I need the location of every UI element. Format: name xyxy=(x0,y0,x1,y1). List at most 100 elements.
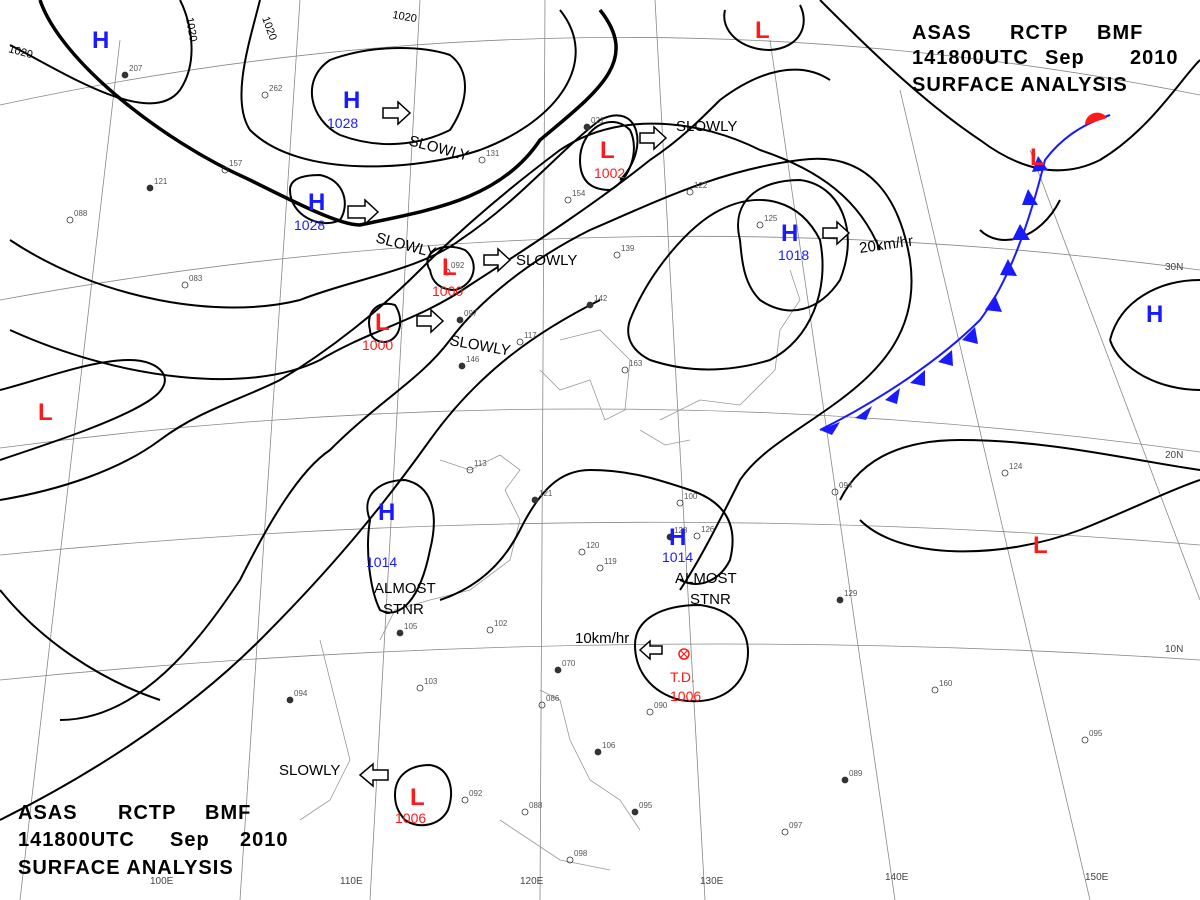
movement-label: SLOWLY xyxy=(676,118,737,135)
movement-label: ALMOST xyxy=(374,580,436,597)
isobar-label: 1020 xyxy=(259,15,279,42)
station-circle-icon xyxy=(566,856,574,864)
station-pressure: 105 xyxy=(404,622,418,631)
header-month: Sep xyxy=(1045,47,1085,69)
station-pressure: 146 xyxy=(466,355,480,364)
header-agency: ASAS xyxy=(912,22,972,44)
low-pressure-center: L xyxy=(410,784,425,811)
low-pressure-center: L xyxy=(38,399,53,426)
station-circle-icon xyxy=(521,808,529,816)
station-circle-icon xyxy=(1001,469,1009,477)
station-circle-icon xyxy=(583,123,591,131)
low-pressure-center: L xyxy=(1030,144,1045,171)
arrow-icon xyxy=(822,220,851,246)
station-circle-icon xyxy=(676,499,684,507)
station-circle-icon xyxy=(456,316,464,324)
pressure-value: 1018 xyxy=(778,247,809,263)
header-title: SURFACE ANALYSIS xyxy=(912,74,1128,96)
station-circle-icon xyxy=(756,221,764,229)
header-code: BMF xyxy=(1097,22,1143,44)
footer-title: SURFACE ANALYSIS xyxy=(18,857,234,879)
station-circle-icon xyxy=(831,488,839,496)
station-pressure: 163 xyxy=(629,359,643,368)
station-pressure: 086 xyxy=(546,694,560,703)
station-pressure: 088 xyxy=(529,801,543,810)
lon-tick: 130E xyxy=(700,876,724,887)
movement-label: STNR xyxy=(690,591,731,608)
station-circle-icon xyxy=(458,362,466,370)
station-pressure: 097 xyxy=(789,821,803,830)
low-pressure-center: L xyxy=(600,137,615,164)
station-pressure: 207 xyxy=(129,64,143,73)
station-pressure: 088 xyxy=(74,209,88,218)
station-circle-icon xyxy=(564,196,572,204)
station-pressure: 021 xyxy=(591,116,605,125)
station-circle-icon xyxy=(396,629,404,637)
station-pressure: 262 xyxy=(269,84,283,93)
station-circle-icon xyxy=(443,268,451,276)
pressure-value: 1006 xyxy=(395,810,426,826)
station-pressure: 097 xyxy=(464,309,478,318)
station-markers: 207 262 157 121 088 083 142 139 122 097 117 113 121 1… xyxy=(66,64,1103,864)
station-pressure: 106 xyxy=(602,741,616,750)
movement-label: 20km/hr xyxy=(858,233,914,257)
high-pressure-center: H xyxy=(343,87,360,114)
station-circle-icon xyxy=(478,156,486,164)
low-pressure-center: L xyxy=(375,309,390,336)
station-circle-icon xyxy=(121,71,129,79)
footer-code: BMF xyxy=(205,802,251,824)
station-circle-icon xyxy=(586,301,594,309)
tropical-depression: T.D. 1006 10km/hr xyxy=(575,630,701,704)
station-pressure: 102 xyxy=(494,619,508,628)
header-bottom: ASAS RCTP BMF 141800UTC Sep 2010 SURFACE… xyxy=(18,802,289,879)
station-pressure: 119 xyxy=(604,557,617,566)
pressure-value: 1014 xyxy=(366,554,397,570)
movement-label: ALMOST xyxy=(675,570,737,587)
station-pressure: 113 xyxy=(474,459,487,468)
station-circle-icon xyxy=(596,564,604,572)
high-pressure-center: H xyxy=(1146,301,1163,328)
header-time: 141800UTC xyxy=(912,47,1029,69)
station-circle-icon xyxy=(66,216,74,224)
station-pressure: 131 xyxy=(486,149,500,158)
station-circle-icon xyxy=(221,166,229,174)
station-pressure: 103 xyxy=(424,677,438,686)
station-circle-icon xyxy=(531,496,539,504)
station-pressure: 117 xyxy=(524,331,537,340)
pressure-value: 1028 xyxy=(327,115,358,131)
station-pressure: 122 xyxy=(694,181,708,190)
lat-tick: 30N xyxy=(1165,262,1183,273)
movement-label: SLOWLY xyxy=(279,762,340,779)
station-circle-icon xyxy=(516,338,524,346)
footer-year: 2010 xyxy=(240,829,289,851)
station-pressure: 129 xyxy=(844,589,858,598)
high-pressure-center: H xyxy=(781,220,798,247)
station-pressure: 125 xyxy=(764,214,778,223)
station-pressure: 092 xyxy=(469,789,483,798)
station-circle-icon xyxy=(146,184,154,192)
cold-front xyxy=(819,112,1111,435)
station-circle-icon xyxy=(781,828,789,836)
station-circle-icon xyxy=(841,776,849,784)
station-circle-icon xyxy=(686,188,694,196)
header-top: ASAS RCTP BMF 141800UTC Sep 2010 SURFACE… xyxy=(912,22,1178,96)
station-circle-icon xyxy=(554,666,562,674)
isobar-label: 1020 xyxy=(391,9,417,25)
station-pressure: 157 xyxy=(229,159,243,168)
arrow-icon xyxy=(483,247,512,273)
station-circle-icon xyxy=(693,532,701,540)
low-pressure-center: L xyxy=(1033,532,1048,559)
station-pressure: 128 xyxy=(674,526,688,535)
station-pressure: 160 xyxy=(939,679,953,688)
station-circle-icon xyxy=(261,91,269,99)
station-circle-icon xyxy=(486,626,494,634)
station-pressure: 121 xyxy=(539,489,553,498)
station-pressure: 139 xyxy=(621,244,635,253)
movement-label: SLOWLY xyxy=(516,252,577,269)
station-pressure: 083 xyxy=(189,274,203,283)
lon-tick: 120E xyxy=(520,876,544,887)
station-pressure: 100 xyxy=(684,492,698,501)
lon-tick: 100E xyxy=(150,876,174,887)
